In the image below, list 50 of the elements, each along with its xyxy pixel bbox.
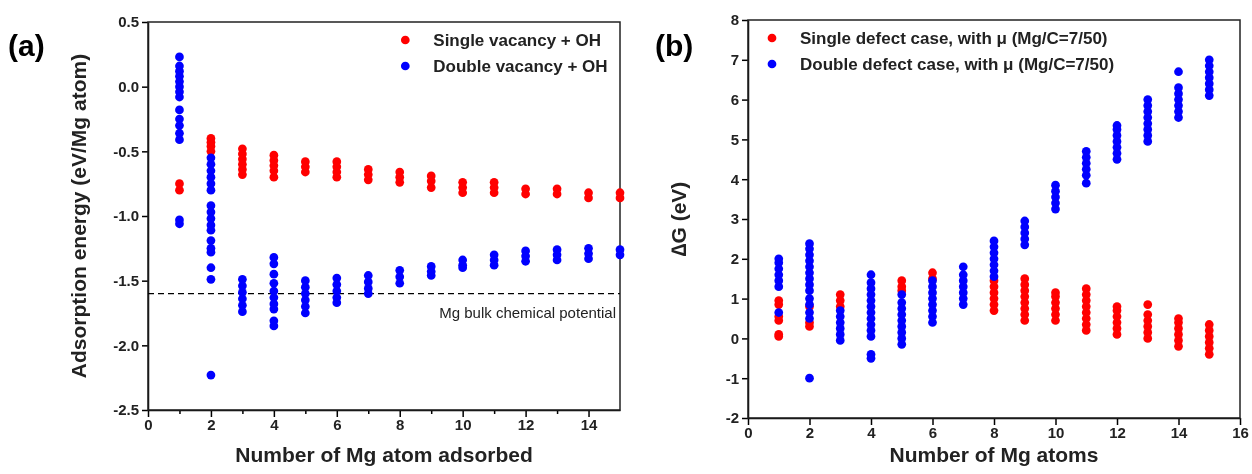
y-tick-label: -1.0 (113, 207, 139, 225)
x-tick-label: 6 (333, 415, 342, 433)
x-tick-label: 14 (1170, 423, 1188, 441)
chart-title: (a) (8, 29, 45, 62)
x-tick-label: 10 (454, 415, 472, 433)
y-tick-label: -2.5 (113, 401, 139, 419)
y-tick-label: 4 (730, 170, 740, 188)
x-tick-label: 14 (580, 415, 599, 433)
y-tick-label: 6 (730, 90, 739, 108)
y-tick-label: -1 (725, 369, 739, 387)
x-tick-label: 8 (396, 415, 405, 433)
point (426, 183, 436, 192)
legend-label: Single defect case, with μ (Mg/C=7/50) (800, 29, 1108, 48)
legend-label: Double vacancy + OH (433, 57, 608, 76)
y-tick-label: -2 (725, 409, 739, 427)
legend-label: Double defect case, with μ (Mg/C=7/50) (800, 55, 1115, 74)
x-tick-label: 4 (270, 415, 280, 433)
y-tick-label: 2 (730, 250, 739, 268)
point (238, 170, 247, 179)
point (395, 178, 405, 187)
y-tick-label: -0.5 (113, 142, 139, 160)
y-tick-label: 5 (730, 130, 739, 148)
y-tick-label: 3 (730, 210, 739, 228)
legend-label: Single vacancy + OH (433, 31, 602, 50)
x-tick-label: 8 (990, 423, 999, 441)
ref-line-label: Mg bulk chemical potential (439, 303, 616, 321)
chart-title: (b) (655, 29, 694, 62)
point (175, 185, 184, 195)
y-tick-label: 0.0 (118, 77, 139, 95)
y-tick-label: -2.0 (113, 336, 139, 354)
x-tick-label: 12 (517, 415, 535, 433)
y-axis-title: Adsorption energy (eV/Mg atom) (67, 53, 90, 379)
y-tick-label: 0 (730, 329, 739, 347)
x-tick-label: 2 (207, 415, 216, 433)
x-tick-label: 10 (1047, 423, 1065, 441)
y-tick-label: 1 (730, 289, 739, 307)
x-tick-label: 16 (1232, 423, 1249, 441)
x-axis-title: Number of Mg atom adsorbed (235, 443, 533, 466)
y-tick-label: 8 (730, 11, 739, 29)
x-tick-label: 4 (867, 423, 877, 441)
x-tick-label: 2 (805, 423, 815, 441)
x-tick-label: 0 (744, 423, 753, 441)
y-tick-label: 0.5 (118, 13, 139, 31)
x-axis-title: Number of Mg atoms (889, 443, 1099, 466)
x-tick-label: 12 (1109, 423, 1126, 441)
x-tick-label: 0 (144, 415, 153, 433)
y-axis-title: ∆G (eV) (667, 181, 690, 257)
y-tick-label: 7 (730, 51, 739, 69)
x-tick-label: 6 (928, 423, 938, 441)
y-tick-label: -1.5 (113, 271, 139, 289)
